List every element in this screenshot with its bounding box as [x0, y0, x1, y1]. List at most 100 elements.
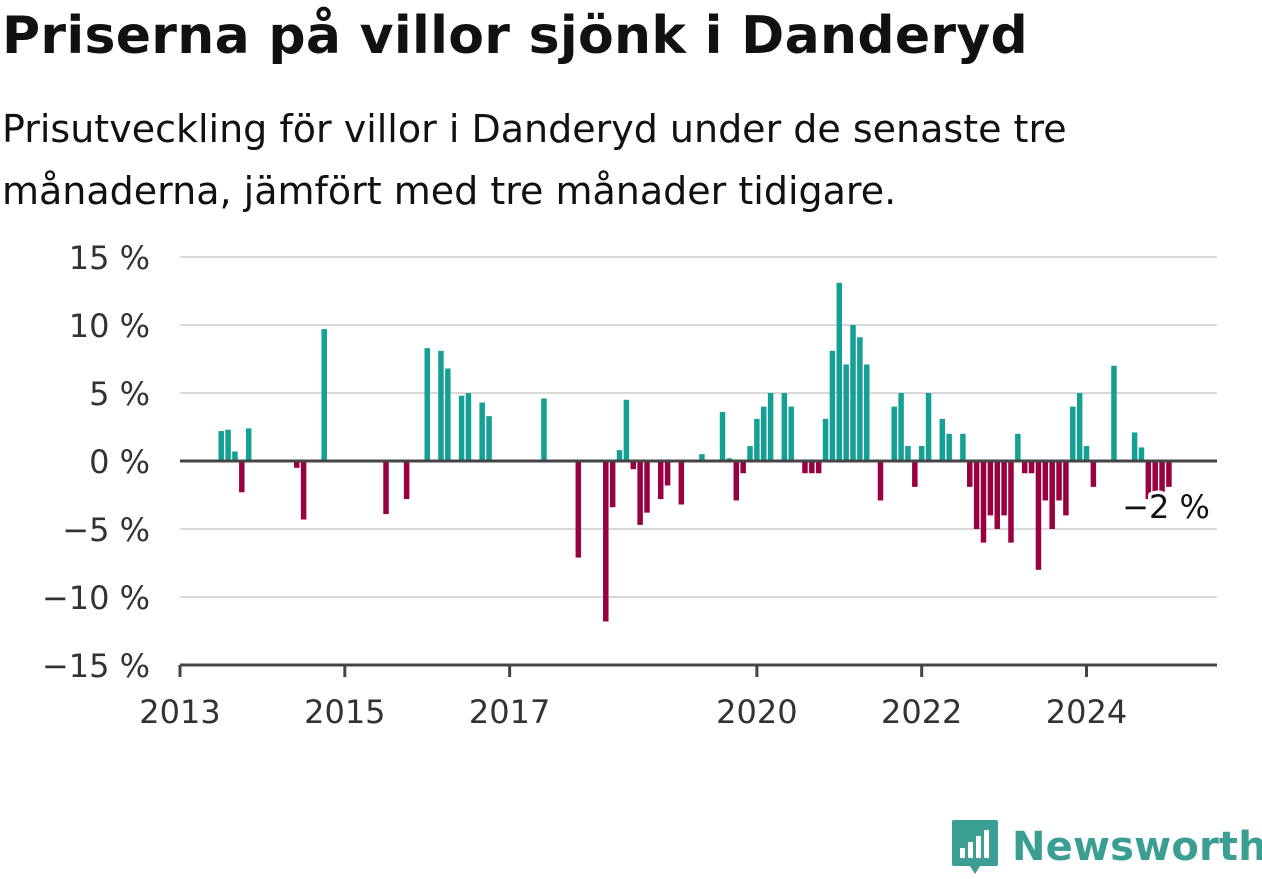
bar [980, 461, 987, 543]
bar [245, 428, 252, 461]
x-tick-label: 2017 [469, 693, 550, 731]
bar [960, 433, 966, 461]
bar [218, 431, 224, 461]
bar [383, 461, 389, 515]
bar [657, 461, 664, 500]
bar [898, 393, 904, 461]
bar [864, 364, 870, 461]
bar [616, 450, 623, 461]
bar [822, 418, 829, 461]
x-tick-label: 2020 [716, 693, 797, 731]
bar [925, 393, 932, 461]
bar [664, 461, 671, 486]
bar [609, 461, 616, 508]
chart-title: Priserna på villor sjönk i Danderyd [2, 6, 1029, 66]
bar [1076, 393, 1083, 461]
chart-logo-icon [952, 820, 998, 874]
brand-logo: Newsworthy [950, 818, 1262, 876]
brand-name: Newsworthy [1012, 824, 1262, 870]
bar [1015, 433, 1021, 461]
bar [445, 368, 451, 461]
bar [781, 393, 788, 461]
bar [1070, 406, 1076, 461]
bar [1152, 461, 1158, 497]
bar [1056, 461, 1062, 501]
bar [1138, 447, 1145, 461]
y-tick-label: 5 % [89, 375, 150, 413]
bar [1145, 461, 1152, 500]
bar [967, 461, 973, 487]
bar [767, 393, 774, 461]
bar [232, 451, 238, 461]
bar [747, 446, 753, 461]
bar [300, 461, 307, 520]
bar [321, 329, 327, 461]
bar [719, 412, 726, 461]
bar [843, 364, 849, 461]
bar [1001, 461, 1007, 516]
x-tick-label: 2013 [139, 693, 220, 731]
y-axis-tick-labels: 15 % 10 % 5 % 0 % −5 % −10 % −15 % [42, 239, 150, 685]
bar [630, 461, 637, 470]
bar [891, 406, 897, 461]
bar [1042, 461, 1049, 501]
bar [239, 461, 245, 493]
annotation-label: −2 % [1122, 488, 1210, 526]
axes [180, 459, 1217, 667]
y-tick-label: −10 % [42, 579, 150, 617]
bar [1028, 461, 1035, 474]
bar-chart: 15 % 10 % 5 % 0 % −5 % −10 % −15 % 2013 2015 201… [42, 239, 1217, 731]
bar [1008, 461, 1014, 543]
y-tick-label: 15 % [69, 239, 150, 277]
bar [403, 461, 410, 500]
bar [1159, 461, 1165, 495]
bar [877, 461, 884, 501]
bar [733, 461, 740, 501]
bar [438, 350, 444, 461]
bar [225, 429, 231, 461]
y-tick-label: 10 % [69, 307, 150, 345]
gridlines [180, 256, 1217, 598]
bar [754, 418, 760, 461]
bar [637, 461, 643, 525]
bar [1083, 446, 1090, 461]
bar [644, 461, 650, 513]
bar [1021, 461, 1028, 474]
bar [987, 461, 994, 516]
bar [939, 418, 946, 461]
bar [850, 325, 856, 461]
x-tick-label: 2022 [881, 693, 962, 731]
bar [541, 398, 547, 461]
bar [802, 461, 808, 474]
bar [788, 406, 794, 461]
bar [1049, 461, 1055, 529]
bar [905, 446, 911, 461]
bar [918, 446, 925, 461]
y-tick-label: −5 % [62, 511, 150, 549]
y-tick-label: 0 % [89, 443, 150, 481]
chart-subtitle: Prisutveckling för villor i Danderyd und… [2, 107, 1067, 213]
bar [973, 461, 980, 529]
x-axis-ticks: 2013 2015 2017 2020 2022 2024 [139, 665, 1127, 731]
bar [829, 350, 836, 461]
bar [809, 461, 815, 474]
bar [458, 395, 465, 461]
bar [424, 348, 430, 461]
bar [603, 461, 609, 622]
bar [623, 399, 630, 461]
bar [1131, 432, 1138, 461]
bar [946, 433, 952, 461]
bar [1166, 461, 1172, 487]
y-tick-label: −15 % [42, 647, 150, 685]
bar [465, 393, 472, 461]
bar [836, 282, 843, 461]
bar [1063, 461, 1069, 516]
bar [815, 461, 822, 474]
bar [294, 461, 300, 468]
bar [994, 461, 1000, 529]
annotations: −2 % [1119, 485, 1214, 530]
bar [1111, 365, 1117, 461]
x-tick-label: 2015 [304, 693, 385, 731]
bars [218, 282, 1172, 622]
bar [575, 461, 582, 558]
